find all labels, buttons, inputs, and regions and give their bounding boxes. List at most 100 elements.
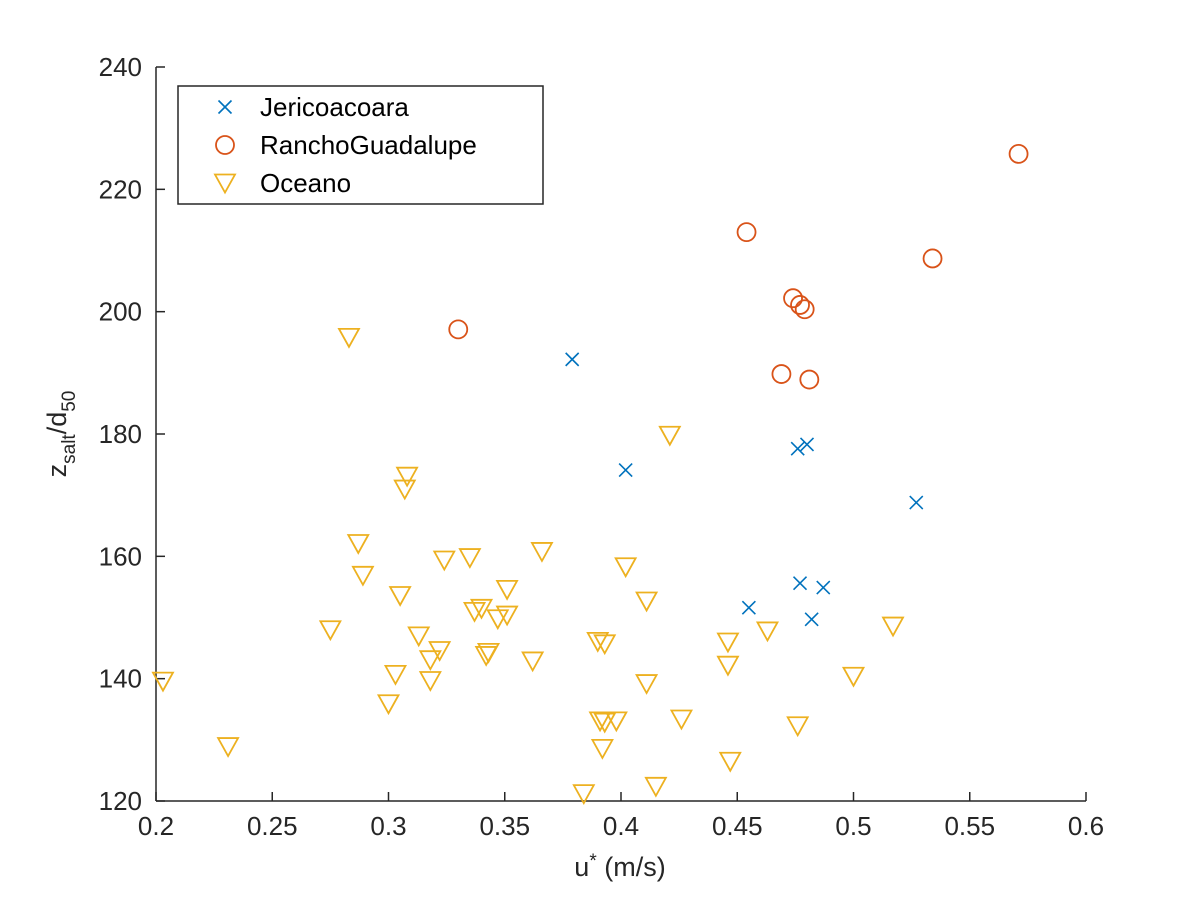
- data-point-jericoacoara: [799, 437, 815, 452]
- legend-item: Oceano: [213, 168, 351, 198]
- data-point-oceano: [346, 534, 370, 555]
- data-point-ranchoguadalupe: [1008, 143, 1029, 164]
- data-point-oceano: [395, 466, 419, 488]
- x-axis-title: u* (m/s): [574, 851, 665, 882]
- data-point-oceano: [716, 655, 740, 677]
- data-point-oceano: [521, 651, 545, 673]
- legend-marker-oceano: [213, 173, 237, 195]
- data-point-oceano: [458, 548, 482, 569]
- data-point-oceano: [716, 632, 740, 654]
- y-tick-label: 160: [99, 541, 142, 571]
- data-point-oceano: [462, 601, 487, 623]
- points-layer: [151, 143, 1029, 806]
- x-axis-title-suffix: (m/s): [597, 852, 666, 882]
- data-point-oceano: [669, 709, 693, 731]
- x-tick-label: 0.3: [370, 811, 406, 841]
- y-axis-title: zsalt/d50: [42, 391, 80, 478]
- data-point-oceano: [604, 711, 628, 733]
- data-point-ranchoguadalupe: [794, 299, 815, 320]
- x-tick-label: 0.35: [479, 811, 530, 841]
- data-point-oceano: [476, 642, 501, 664]
- y-tick-label: 220: [99, 174, 142, 204]
- data-point-ranchoguadalupe: [783, 288, 803, 309]
- data-point-oceano: [718, 751, 742, 773]
- legend-label: Jericoacoara: [260, 92, 409, 122]
- data-point-oceano: [151, 671, 175, 693]
- y-axis-title-sub2: 50: [59, 391, 80, 412]
- legend-item: Jericoacoara: [217, 92, 409, 122]
- data-point-jericoacoara: [741, 600, 756, 615]
- x-tick-label: 0.55: [944, 811, 995, 841]
- data-point-oceano: [614, 557, 638, 579]
- data-point-oceano: [644, 776, 668, 798]
- data-point-oceano: [635, 591, 659, 613]
- series-ranchoguadalupe: [448, 143, 1029, 390]
- y-tick-label: 140: [99, 664, 142, 694]
- data-point-oceano: [635, 674, 659, 695]
- legend-label: Oceano: [260, 168, 351, 198]
- data-point-ranchoguadalupe: [448, 319, 469, 340]
- data-point-oceano: [593, 634, 617, 656]
- data-point-oceano: [841, 666, 866, 688]
- data-point-oceano: [530, 542, 554, 563]
- data-point-oceano: [337, 327, 361, 349]
- data-point-oceano: [586, 631, 610, 653]
- data-point-oceano: [881, 616, 905, 638]
- data-point-oceano: [588, 711, 612, 733]
- data-point-oceano: [418, 650, 442, 672]
- y-axis-title-sub1: salt: [59, 434, 80, 464]
- y-tick-label: 240: [99, 52, 142, 82]
- data-point-oceano: [418, 671, 442, 692]
- legend-box: [177, 85, 544, 205]
- x-tick-label: 0.4: [603, 811, 639, 841]
- data-point-ranchoguadalupe: [771, 364, 792, 384]
- data-point-oceano: [590, 738, 614, 760]
- legend: Jericoacoara RanchoGuadalupe Oceano: [177, 85, 544, 205]
- data-point-oceano: [383, 664, 408, 686]
- x-tick-label: 0.5: [835, 811, 871, 841]
- data-point-jericoacoara: [816, 580, 831, 595]
- data-point-ranchoguadalupe: [799, 369, 820, 390]
- data-point-oceano: [428, 641, 452, 662]
- data-point-oceano: [407, 626, 431, 648]
- x-tick-label: 0.6: [1068, 811, 1104, 841]
- series-oceano: [151, 327, 905, 806]
- data-point-oceano: [495, 579, 519, 601]
- data-point-oceano: [388, 586, 412, 607]
- data-point-oceano: [786, 716, 810, 738]
- data-point-jericoacoara: [804, 612, 819, 627]
- data-point-ranchoguadalupe: [736, 222, 757, 243]
- data-point-oceano: [755, 621, 780, 643]
- x-axis-title-sub: *: [589, 851, 597, 872]
- y-axis-title-base: z: [42, 464, 72, 478]
- data-point-oceano: [593, 712, 617, 734]
- data-point-jericoacoara: [565, 352, 580, 367]
- data-point-oceano: [376, 694, 401, 716]
- legend-label: RanchoGuadalupe: [260, 130, 477, 160]
- y-tick-label: 120: [99, 786, 142, 816]
- series-jericoacoara: [565, 352, 924, 627]
- data-point-oceano: [351, 565, 375, 587]
- x-tick-label: 0.45: [712, 811, 763, 841]
- x-tick-label: 0.25: [247, 811, 298, 841]
- data-point-oceano: [318, 620, 342, 642]
- data-point-oceano: [216, 737, 240, 758]
- y-tick-label: 180: [99, 419, 142, 449]
- y-tick-label: 200: [99, 297, 142, 327]
- data-point-ranchoguadalupe: [922, 248, 943, 269]
- data-point-jericoacoara: [790, 441, 805, 456]
- data-point-ranchoguadalupe: [790, 295, 810, 315]
- y-axis-title-mid: /d: [42, 412, 72, 435]
- data-point-oceano: [572, 784, 596, 806]
- data-point-jericoacoara: [792, 576, 808, 591]
- data-point-oceano: [486, 609, 510, 631]
- data-point-oceano: [495, 605, 519, 627]
- legend-marker-ranchoguadalupe: [215, 135, 235, 155]
- x-axis-title-base: u: [574, 852, 589, 882]
- legend-item: RanchoGuadalupe: [215, 130, 477, 160]
- data-point-jericoacoara: [618, 463, 633, 478]
- data-point-jericoacoara: [909, 495, 924, 510]
- x-tick-label: 0.2: [138, 811, 174, 841]
- data-point-oceano: [432, 550, 456, 572]
